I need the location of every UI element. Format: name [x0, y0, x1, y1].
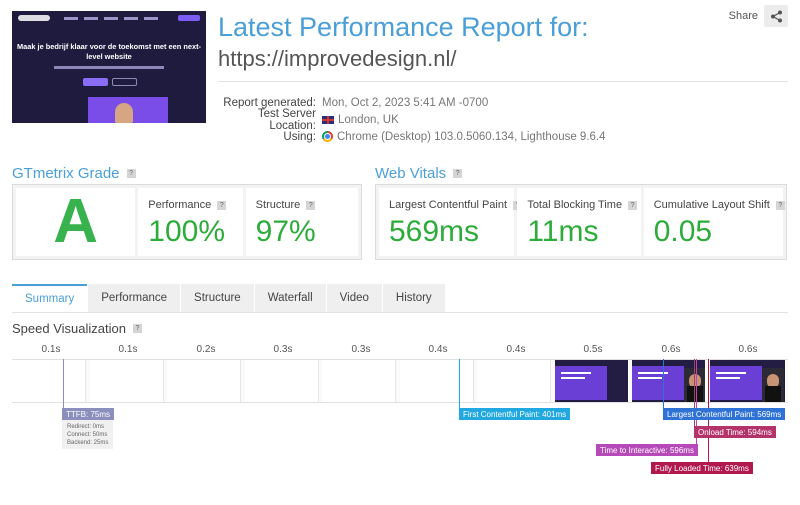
help-icon[interactable]: ? — [306, 200, 316, 210]
filmstrip-frame-screenshot[interactable] — [632, 360, 706, 402]
thumbnail-nav — [12, 11, 206, 25]
header-divider — [218, 81, 788, 82]
site-thumbnail: Maak je bedrijf klaar voor de toekomst m… — [12, 11, 206, 123]
report-meta: Report generated: Mon, Oct 2, 2023 5:41 … — [218, 94, 606, 145]
filmstrip-frame[interactable] — [167, 360, 241, 402]
time-tick: 0.6s — [661, 344, 681, 355]
tbt-cell: Total Blocking Time? 11ms — [517, 188, 641, 256]
filmstrip-frame-screenshot[interactable] — [555, 360, 629, 402]
time-tick: 0.4s — [506, 344, 526, 355]
time-tick: 0.1s — [118, 344, 138, 355]
time-tick: 0.3s — [273, 344, 293, 355]
tti-label[interactable]: Time to Interactive: 596ms — [596, 444, 698, 456]
structure-value: 97% — [255, 215, 316, 248]
performance-cell: Performance? 100% — [138, 188, 243, 256]
thumbnail-logo — [18, 15, 50, 21]
lcp-label: Largest Contentful Paint — [389, 199, 508, 211]
ttfb-label[interactable]: TTFB: 75ms — [62, 408, 115, 420]
filmstrip-frame[interactable] — [245, 360, 319, 402]
time-tick: 0.6s — [738, 344, 758, 355]
ttfb-detail-connect: Connect: 50ms — [67, 432, 108, 438]
grade-letter-cell: A — [16, 187, 136, 256]
gtmetrix-grade-title: GTmetrix Grade ? — [12, 165, 136, 182]
report-url[interactable]: https://improvedesign.nl/ — [218, 46, 457, 71]
help-icon[interactable]: ? — [628, 200, 638, 210]
filmstrip-frame-screenshot[interactable] — [710, 360, 786, 402]
meta-value: London, UK — [338, 113, 399, 126]
share-icon — [770, 10, 782, 22]
fcp-marker-line — [459, 359, 460, 409]
tab-video[interactable]: Video — [326, 284, 382, 312]
fully-loaded-label[interactable]: Fully Loaded Time: 639ms — [651, 462, 753, 474]
help-icon[interactable]: ? — [453, 169, 463, 178]
tabs-divider — [12, 312, 788, 313]
ttfb-details: Redirect: 0ms Connect: 50ms Backend: 25m… — [62, 420, 113, 449]
meta-key: Report generated: — [223, 96, 316, 109]
share-label: Share — [728, 10, 758, 22]
speed-visualization-title: Speed Visualization ? — [12, 321, 142, 336]
web-vitals-title: Web Vitals ? — [375, 165, 463, 182]
tab-summary[interactable]: Summary — [12, 284, 88, 312]
meta-value: Chrome (Desktop) 103.0.5060.134, Lightho… — [337, 130, 606, 143]
share-button[interactable] — [764, 5, 788, 27]
report-title: Latest Performance Report for: — [218, 12, 589, 42]
filmstrip-frame[interactable] — [477, 360, 551, 402]
tab-history[interactable]: History — [382, 284, 445, 312]
meta-row-using: Using: Chrome (Desktop) 103.0.5060.134, … — [218, 128, 606, 145]
lcp-marker-line — [663, 359, 664, 409]
help-icon[interactable]: ? — [126, 169, 136, 178]
time-tick: 0.5s — [583, 344, 603, 355]
filmstrip — [12, 359, 788, 403]
meta-row-generated: Report generated: Mon, Oct 2, 2023 5:41 … — [218, 94, 606, 111]
filmstrip-timeline: 0.1s 0.1s 0.2s 0.3s 0.3s 0.4s 0.4s 0.5s … — [12, 344, 788, 358]
time-tick: 0.3s — [351, 344, 371, 355]
fcp-label[interactable]: First Contentful Paint: 401ms — [459, 408, 571, 420]
tbt-value: 11ms — [527, 215, 599, 248]
performance-label: Performance — [148, 199, 212, 211]
structure-label: Structure — [255, 199, 301, 211]
ttfb-detail-redirect: Redirect: 0ms — [67, 424, 105, 430]
help-icon[interactable]: ? — [217, 200, 227, 210]
filmstrip-frame[interactable] — [322, 360, 396, 402]
grade-letter: A — [53, 187, 99, 256]
grade-panel: A Performance? 100% Structure? 97% — [12, 184, 362, 260]
tab-performance[interactable]: Performance — [88, 284, 181, 312]
thumbnail-headline: Maak je bedrijf klaar voor de toekomst m… — [16, 42, 201, 61]
cls-cell: Cumulative Layout Shift? 0.05 — [643, 188, 785, 256]
ttfb-detail-backend: Backend: 25ms — [67, 440, 109, 446]
share-control[interactable]: Share — [729, 5, 788, 27]
lcp-label[interactable]: Largest Contentful Paint: 569ms — [663, 408, 786, 420]
tbt-label: Total Blocking Time — [527, 199, 623, 211]
filmstrip-frame[interactable] — [400, 360, 474, 402]
performance-value: 100% — [148, 215, 226, 248]
lcp-value: 569ms — [389, 215, 480, 248]
tti-marker-line — [696, 359, 697, 449]
tab-waterfall[interactable]: Waterfall — [254, 284, 326, 312]
chrome-icon — [322, 131, 333, 142]
ttfb-marker-line — [63, 359, 64, 409]
help-icon[interactable]: ? — [775, 200, 785, 210]
tab-structure[interactable]: Structure — [181, 284, 254, 312]
time-tick: 0.1s — [41, 344, 61, 355]
filmstrip-frame[interactable] — [12, 360, 86, 402]
time-tick: 0.4s — [428, 344, 448, 355]
cls-label: Cumulative Layout Shift — [653, 199, 770, 211]
cls-value: 0.05 — [653, 215, 713, 248]
web-vitals-panel: Largest Contentful Paint? 569ms Total Bl… — [375, 184, 787, 260]
onload-marker-line — [694, 359, 695, 431]
help-icon[interactable]: ? — [132, 324, 142, 333]
filmstrip-frame[interactable] — [90, 360, 164, 402]
uk-flag-icon — [322, 115, 334, 124]
report-tabs: Summary Performance Structure Waterfall … — [12, 284, 446, 312]
lcp-cell: Largest Contentful Paint? 569ms — [379, 188, 523, 256]
meta-value: Mon, Oct 2, 2023 5:41 AM -0700 — [322, 96, 489, 109]
time-tick: 0.2s — [196, 344, 216, 355]
meta-key: Using: — [283, 130, 316, 143]
onload-label[interactable]: Onload Time: 594ms — [694, 426, 776, 438]
structure-cell: Structure? 97% — [245, 188, 358, 256]
meta-key: Test Server Location: — [257, 107, 316, 132]
meta-row-location: Test Server Location: London, UK — [218, 108, 606, 132]
